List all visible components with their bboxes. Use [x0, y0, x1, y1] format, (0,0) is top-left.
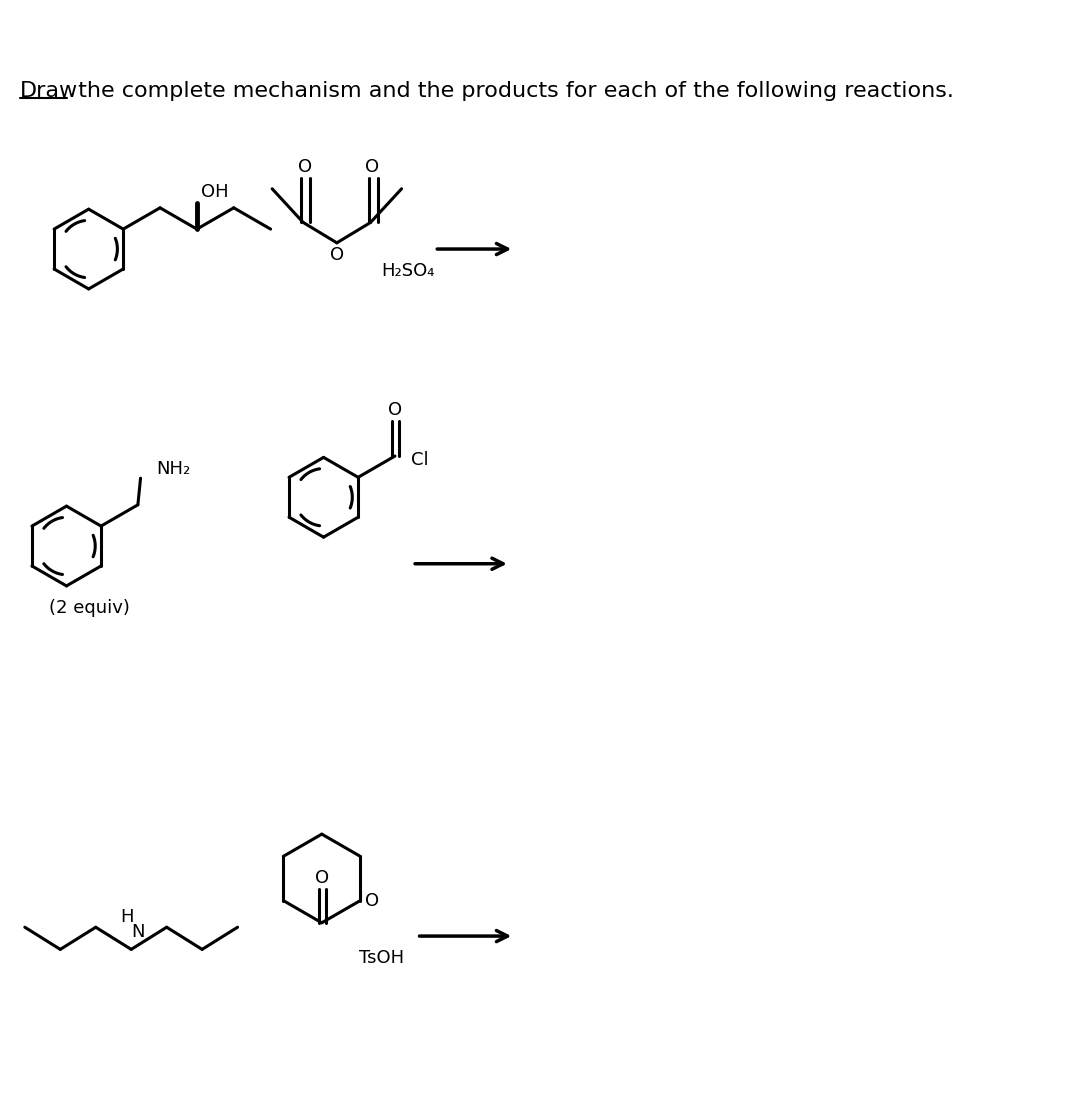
Text: N: N	[131, 923, 145, 941]
Text: O: O	[297, 157, 312, 175]
Text: H₂SO₄: H₂SO₄	[382, 263, 435, 280]
Text: Cl: Cl	[410, 451, 429, 470]
Text: O: O	[329, 246, 344, 264]
Text: NH₂: NH₂	[157, 460, 191, 479]
Text: O: O	[388, 401, 402, 419]
Text: O: O	[314, 869, 329, 886]
Text: H: H	[120, 909, 133, 926]
Text: O: O	[366, 157, 379, 175]
Text: O: O	[365, 892, 378, 910]
Text: (2 equiv): (2 equiv)	[49, 599, 130, 617]
Text: TsOH: TsOH	[358, 950, 404, 967]
Text: Draw: Draw	[19, 81, 78, 101]
Text: the complete mechanism and the products for each of the following reactions.: the complete mechanism and the products …	[71, 81, 954, 101]
Text: OH: OH	[201, 183, 229, 201]
